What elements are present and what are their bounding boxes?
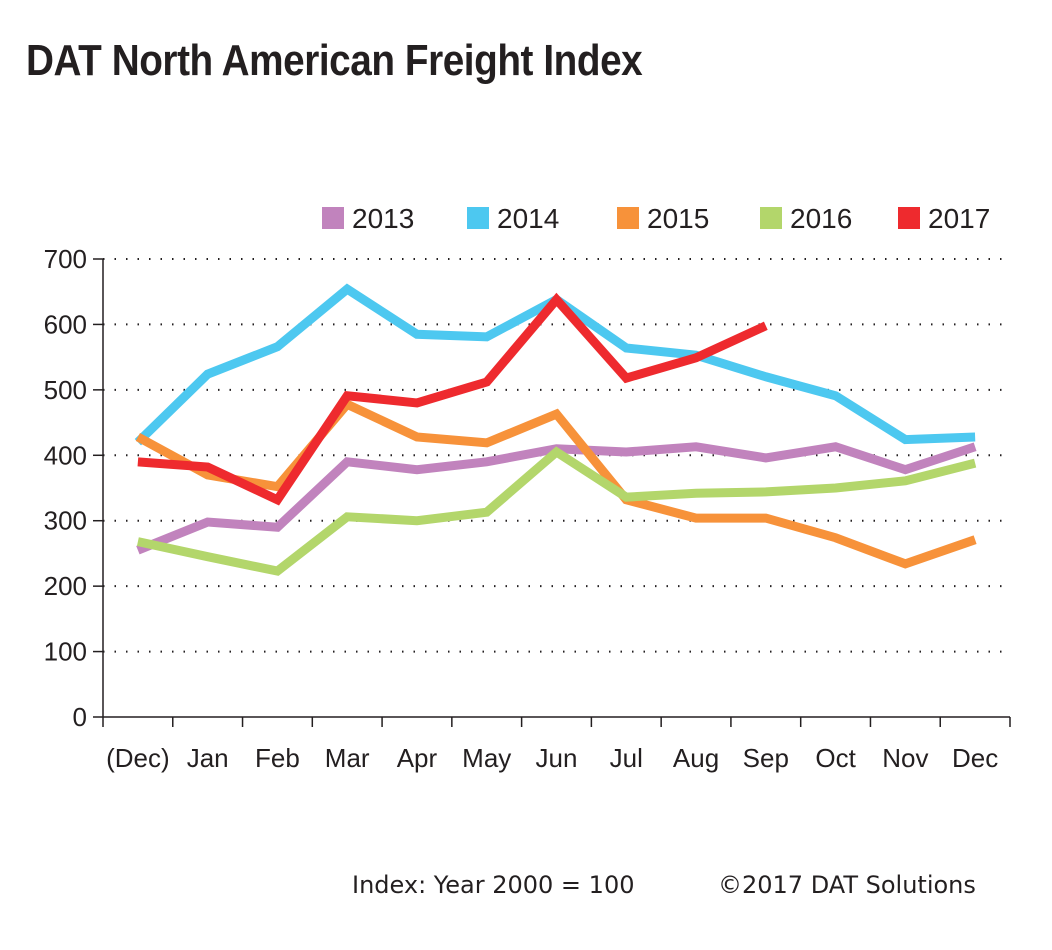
x-tick-label: Oct bbox=[815, 743, 856, 773]
series-line-2015 bbox=[135, 398, 977, 569]
legend-swatch-2015 bbox=[617, 207, 639, 229]
x-tick-label: Sep bbox=[743, 743, 789, 773]
legend-swatch-2013 bbox=[322, 207, 344, 229]
x-tick-label: Feb bbox=[255, 743, 300, 773]
legend-label-2013: 2013 bbox=[352, 203, 414, 234]
chart-title: DAT North American Freight Index bbox=[26, 36, 643, 85]
x-tick-label: Mar bbox=[325, 743, 370, 773]
legend-swatch-2014 bbox=[467, 207, 489, 229]
series-line-2017 bbox=[137, 292, 768, 506]
index-note: Index: Year 2000 = 100 bbox=[352, 871, 635, 899]
legend-label-2016: 2016 bbox=[790, 203, 852, 234]
y-tick-label: 600 bbox=[44, 309, 87, 339]
y-tick-label: 700 bbox=[44, 244, 87, 274]
legend-label-2015: 2015 bbox=[647, 203, 709, 234]
legend-label-2017: 2017 bbox=[928, 203, 990, 234]
y-tick-label: 400 bbox=[44, 440, 87, 470]
legend-swatch-2016 bbox=[760, 207, 782, 229]
legend-swatch-2017 bbox=[898, 207, 920, 229]
copyright: ©2017 DAT Solutions bbox=[718, 871, 976, 899]
x-tick-label: Jul bbox=[610, 743, 643, 773]
x-tick-label: (Dec) bbox=[106, 743, 170, 773]
x-tick-label: Jun bbox=[536, 743, 578, 773]
y-tick-label: 300 bbox=[44, 506, 87, 536]
y-tick-label: 0 bbox=[73, 702, 87, 732]
y-tick-label: 200 bbox=[44, 571, 87, 601]
y-tick-label: 100 bbox=[44, 637, 87, 667]
series-line-2016 bbox=[136, 446, 977, 576]
y-tick-label: 500 bbox=[44, 375, 87, 405]
x-tick-label: Jan bbox=[187, 743, 229, 773]
x-tick-label: Nov bbox=[882, 743, 928, 773]
x-tick-label: May bbox=[462, 743, 511, 773]
legend-label-2014: 2014 bbox=[497, 203, 559, 234]
x-tick-label: Apr bbox=[397, 743, 438, 773]
x-tick-label: Dec bbox=[952, 743, 998, 773]
series-line-2013 bbox=[136, 442, 977, 555]
x-tick-label: Aug bbox=[673, 743, 719, 773]
